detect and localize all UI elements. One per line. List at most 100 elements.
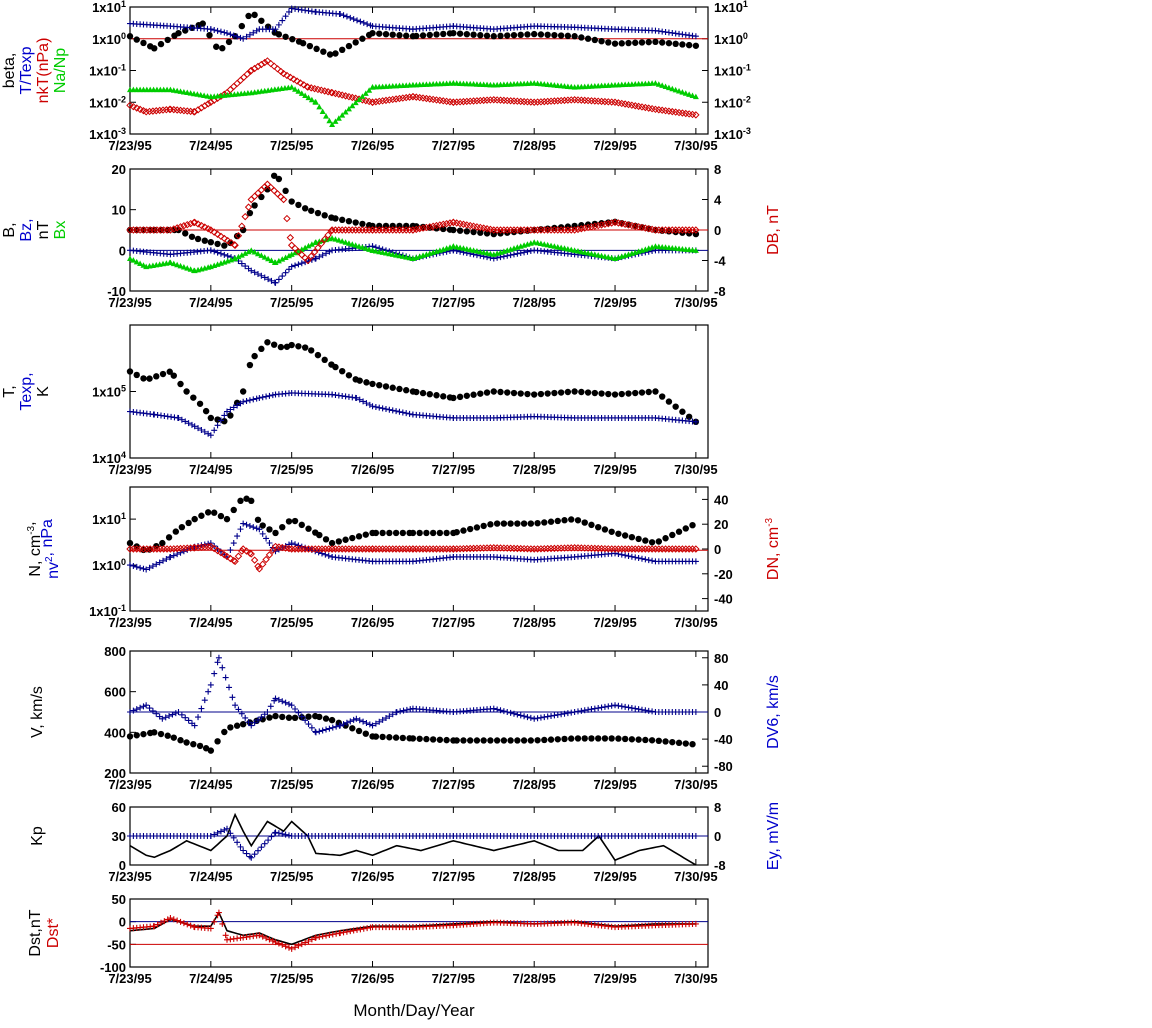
data-point	[191, 515, 198, 523]
data-point	[251, 851, 258, 858]
data-point	[359, 244, 366, 250]
data-point	[339, 112, 346, 118]
data-point	[632, 554, 639, 561]
data-point	[234, 402, 241, 409]
data-point	[403, 706, 410, 713]
data-point	[554, 97, 562, 105]
data-point	[194, 220, 202, 228]
data-point	[247, 550, 255, 558]
data-point	[339, 367, 346, 375]
data-point	[382, 222, 390, 230]
data-point	[362, 730, 369, 737]
data-point	[588, 735, 595, 742]
data-point	[537, 98, 545, 106]
data-point	[272, 259, 279, 266]
data-point	[510, 228, 518, 236]
data-point	[140, 730, 147, 738]
data-point	[295, 248, 302, 254]
x-tick-label: 7/27/95	[432, 615, 475, 630]
data-point	[497, 254, 504, 261]
data-point	[439, 220, 447, 228]
data-point	[211, 831, 218, 838]
data-point	[236, 76, 245, 85]
data-point	[211, 248, 218, 255]
data-point	[364, 925, 371, 932]
data-point	[574, 735, 582, 742]
data-point	[333, 930, 340, 937]
panel-2: 7/23/95 7/24/95 7/25/95 7/26/95 7/27/95 7/28/…	[1, 162, 782, 310]
data-point	[652, 38, 659, 46]
data-point	[531, 715, 538, 722]
data-point	[618, 40, 625, 47]
data-point	[692, 833, 699, 839]
y-axis-title-part: Bz,	[18, 218, 35, 241]
data-point	[172, 528, 180, 535]
data-point	[419, 224, 427, 232]
data-point	[554, 517, 561, 525]
data-point	[642, 736, 649, 744]
data-point	[594, 735, 602, 742]
data-point	[169, 711, 176, 718]
data-point	[665, 228, 673, 235]
data-point	[363, 400, 370, 407]
data-point	[176, 544, 185, 553]
data-point	[480, 737, 487, 744]
data-point	[469, 544, 478, 553]
data-point	[649, 557, 656, 564]
data-point	[308, 724, 315, 731]
data-point	[470, 31, 477, 38]
data-point	[409, 735, 417, 742]
data-point	[665, 84, 672, 91]
data-point	[356, 96, 363, 103]
data-point	[285, 714, 293, 721]
x-tick-label: 7/23/95	[108, 777, 151, 792]
data-point	[568, 516, 575, 523]
data-point	[275, 940, 282, 947]
y-tick-label-right: 1x10-2	[714, 94, 751, 110]
data-point	[155, 106, 164, 115]
data-point	[477, 390, 484, 397]
data-point	[258, 193, 265, 201]
data-point	[211, 670, 218, 677]
data-point	[251, 352, 258, 360]
data-point	[266, 936, 273, 943]
data-point	[514, 250, 521, 257]
data-point	[180, 920, 187, 927]
data-point	[372, 733, 380, 740]
x-tick-label: 7/24/95	[189, 777, 232, 792]
data-point	[217, 549, 225, 557]
data-point	[312, 99, 319, 105]
data-point	[268, 277, 275, 284]
series-beta	[126, 11, 700, 58]
y-tick-label-left: 1x10-3	[89, 126, 126, 142]
y-axis-title-part: Bx	[52, 221, 69, 240]
data-point	[221, 29, 228, 36]
data-point	[585, 706, 592, 713]
data-point	[570, 226, 579, 234]
series-b	[126, 172, 700, 249]
data-point	[483, 96, 491, 104]
data-point	[306, 42, 314, 50]
x-tick-label: 7/25/95	[270, 971, 313, 986]
data-point	[372, 98, 380, 106]
data-point	[497, 32, 504, 40]
data-point	[382, 715, 389, 722]
data-point	[231, 241, 239, 249]
data-point	[219, 664, 226, 671]
data-point	[140, 565, 147, 572]
data-point	[234, 232, 243, 240]
x-tick-label: 7/23/95	[108, 971, 151, 986]
data-point	[308, 347, 315, 354]
data-point	[679, 89, 686, 95]
data-point	[253, 395, 260, 402]
data-point	[146, 564, 153, 571]
data-point	[184, 921, 191, 928]
data-point	[258, 345, 265, 353]
data-point	[207, 681, 214, 688]
data-point	[378, 97, 387, 105]
data-point	[251, 202, 258, 209]
data-point	[237, 497, 244, 505]
data-point	[537, 31, 545, 38]
data-point	[416, 529, 423, 537]
data-point	[282, 254, 289, 260]
